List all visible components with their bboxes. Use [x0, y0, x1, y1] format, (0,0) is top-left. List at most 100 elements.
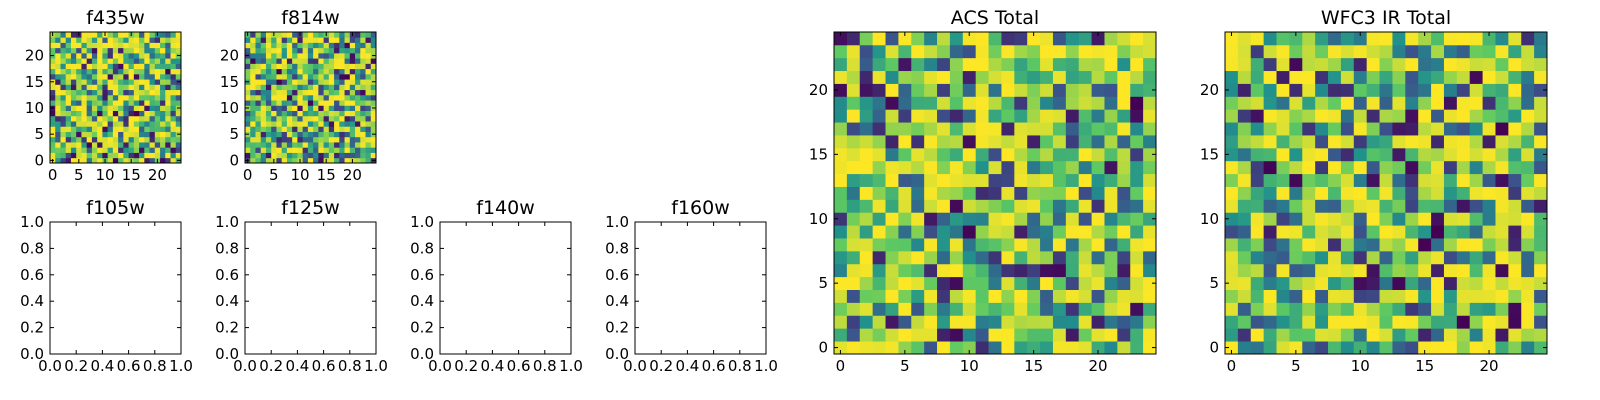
heatmap-cell	[949, 289, 964, 303]
heatmap-cell	[50, 47, 56, 54]
heatmap-cell	[885, 122, 899, 136]
heatmap-cell	[297, 68, 304, 75]
heatmap-cell	[1431, 135, 1445, 149]
heatmap-cell	[1052, 109, 1067, 123]
heatmap-cell	[123, 100, 129, 106]
heatmap-cell	[1392, 32, 1406, 46]
heatmap-cell	[328, 126, 335, 132]
x-tick-label: 1.0	[754, 357, 778, 375]
heatmap-cell	[102, 84, 109, 91]
heatmap-cell	[334, 115, 340, 122]
heatmap-cell	[1495, 328, 1509, 342]
y-tick-label: 0.8	[410, 239, 434, 257]
heatmap-cell	[165, 121, 171, 127]
heatmap-cell	[265, 152, 272, 159]
heatmap-cell	[139, 84, 145, 91]
heatmap-cell	[937, 122, 951, 136]
heatmap-cell	[1130, 83, 1144, 97]
heatmap-cell	[65, 42, 72, 49]
heatmap-cell	[365, 142, 372, 148]
heatmap-cell	[286, 126, 293, 132]
heatmap-cell	[872, 96, 886, 110]
heatmap-cell	[1143, 225, 1157, 239]
heatmap-cell	[271, 89, 277, 96]
heatmap-cell	[50, 73, 56, 80]
heatmap-cell	[1289, 302, 1303, 316]
heatmap-cell	[911, 57, 925, 72]
heatmap-cell	[97, 58, 103, 64]
heatmap-cell	[55, 42, 61, 49]
heatmap-cell	[102, 63, 109, 70]
heatmap-cell	[1328, 186, 1342, 200]
heatmap-cell	[370, 89, 377, 96]
heatmap-cell	[1379, 212, 1393, 226]
heatmap-cell	[323, 68, 330, 75]
heatmap-cell	[1443, 70, 1458, 84]
heatmap-cell	[1302, 276, 1316, 290]
heatmap-cell	[102, 115, 109, 122]
heatmap-cell	[1289, 238, 1303, 252]
heatmap-cell	[271, 73, 277, 80]
heatmap-cell	[112, 126, 119, 132]
heatmap-cell	[1225, 44, 1239, 59]
heatmap-cell	[165, 105, 171, 111]
heatmap-cell	[76, 121, 82, 127]
heatmap-cell	[1353, 173, 1368, 187]
heatmap-cell	[1237, 83, 1252, 97]
heatmap-cell	[97, 115, 103, 122]
heatmap-cell	[55, 52, 61, 59]
y-tick-label: 0.2	[605, 319, 629, 337]
heatmap-cell	[1263, 135, 1277, 149]
heatmap-cell	[313, 131, 319, 138]
heatmap-cell	[360, 115, 366, 122]
heatmap-cell	[260, 84, 267, 91]
heatmap-cell	[128, 84, 135, 91]
heatmap-cell	[988, 135, 1002, 149]
heatmap-cell	[949, 186, 964, 200]
heatmap-cell	[313, 52, 319, 59]
heatmap-cell	[102, 58, 109, 64]
heatmap-cell	[1469, 44, 1483, 59]
heatmap-cell	[1431, 70, 1445, 84]
heatmap-cell	[292, 58, 298, 64]
heatmap-cell	[355, 37, 361, 43]
heatmap-cell	[175, 63, 182, 70]
heatmap-cell	[1418, 225, 1432, 239]
heatmap-cell	[1495, 44, 1509, 59]
heatmap-cell	[1237, 315, 1252, 329]
heatmap-cell	[1014, 263, 1028, 278]
heatmap-cell	[975, 44, 989, 59]
heatmap-cell	[139, 32, 145, 38]
heatmap-cell	[255, 100, 262, 106]
heatmap-cell	[365, 100, 372, 106]
heatmap-cell	[834, 212, 848, 226]
heatmap-cell	[1237, 276, 1252, 290]
heatmap-cell	[50, 58, 56, 64]
heatmap-cell	[1078, 83, 1092, 97]
heatmap-cell	[1040, 173, 1054, 187]
heatmap-cell	[1065, 160, 1080, 175]
heatmap-cell	[313, 157, 319, 164]
heatmap-cell	[112, 68, 119, 75]
heatmap-cell	[1276, 328, 1290, 342]
heatmap-cell	[328, 63, 335, 70]
heatmap-cell	[1014, 32, 1028, 46]
heatmap-cell	[1418, 70, 1432, 84]
heatmap-cell	[65, 52, 72, 59]
heatmap-cell	[1392, 250, 1406, 265]
heatmap-cell	[1469, 109, 1483, 123]
heatmap-cell	[76, 68, 82, 75]
heatmap-cell	[344, 89, 351, 96]
heatmap-cell	[139, 121, 145, 127]
heatmap-cell	[349, 100, 356, 106]
heatmap-cell	[50, 110, 56, 117]
heatmap-cell	[334, 73, 340, 80]
heatmap-cell	[1065, 32, 1080, 46]
heatmap-cell	[276, 147, 283, 153]
heatmap-cell	[1225, 32, 1239, 46]
heatmap-cell	[118, 105, 124, 111]
heatmap-cell	[859, 341, 874, 355]
heatmap-cell	[1276, 315, 1290, 329]
heatmap-cell	[1302, 328, 1316, 342]
heatmap-cell	[1276, 250, 1290, 265]
